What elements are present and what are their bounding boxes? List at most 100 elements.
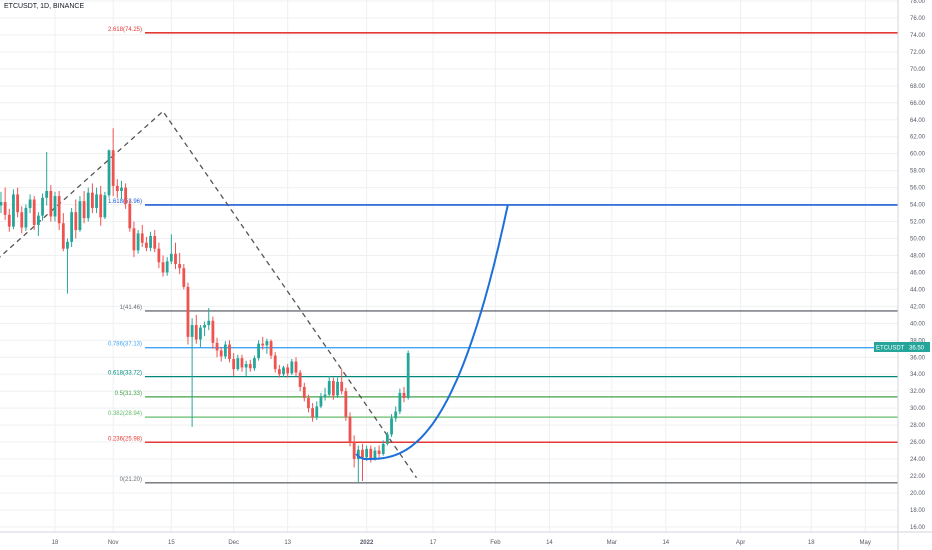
fib-level-label: 2.618(74.25)	[108, 27, 142, 33]
y-tick-label: 34.00	[910, 372, 926, 378]
candle-body	[7, 214, 11, 227]
y-tick-label: 40.00	[910, 321, 926, 327]
candle-body	[36, 215, 40, 225]
candle-body	[199, 327, 202, 340]
candle-body	[298, 372, 302, 387]
fib-level-label: 0(21.20)	[120, 477, 142, 483]
candle-body	[111, 150, 115, 186]
y-tick-label: 46.00	[910, 270, 926, 276]
price-tag-value-box	[906, 342, 930, 352]
y-tick-label: 70.00	[910, 67, 926, 73]
candle-body	[307, 397, 310, 409]
x-tick-label: Mar	[607, 540, 617, 546]
candle-body	[244, 364, 248, 368]
x-tick-label: 15	[168, 540, 175, 546]
candle-body	[41, 197, 44, 216]
candle-body	[90, 192, 94, 208]
candle-body	[20, 212, 24, 228]
candle-body	[99, 194, 103, 218]
x-tick-label: Apr	[736, 540, 745, 546]
candle-body	[294, 361, 298, 373]
candle-body	[86, 192, 90, 219]
candle-body	[161, 262, 165, 273]
time-axis[interactable]: 18 Nov 15 Dec 13 2022 17 Feb 14 Mar 14 Apr 18 May	[0, 531, 932, 546]
y-tick-label: 78.00	[910, 0, 926, 5]
x-tick-label: May	[860, 540, 871, 546]
candle-body	[186, 286, 190, 337]
plot-area	[0, 0, 898, 532]
candle-body	[386, 434, 389, 444]
candle-body	[140, 233, 144, 243]
candle-body	[12, 194, 15, 227]
candle-body	[61, 223, 65, 249]
price-axis[interactable]: 16.00 18.00 20.00 22.00 24.00 26.00 28.00 30.00…	[897, 0, 926, 550]
candle-body	[78, 201, 82, 231]
x-tick-label: 14	[546, 540, 553, 546]
y-tick-label: 74.00	[910, 33, 926, 39]
candle-body	[323, 394, 327, 397]
candle-body	[24, 207, 28, 228]
candle-body	[207, 320, 211, 326]
candle-body	[203, 325, 206, 328]
price-tag-symbol: ETCUSDT	[876, 346, 905, 352]
price-tag-value: 36.50	[909, 346, 925, 352]
candle-body	[311, 408, 315, 418]
candle-body	[365, 448, 369, 458]
y-tick-label: 62.00	[910, 135, 926, 141]
candle-body	[340, 381, 344, 392]
y-tick-label: 28.00	[910, 423, 926, 429]
candle-body	[253, 358, 256, 369]
fib-level-label: 0.236(25.98)	[108, 436, 142, 442]
y-tick-label: 24.00	[910, 457, 926, 463]
candle-body	[390, 418, 393, 435]
candle-body	[0, 202, 3, 206]
x-tick-label: 13	[284, 540, 291, 546]
candle-body	[369, 448, 373, 460]
candle-body	[211, 320, 215, 343]
x-tick-label: 18	[52, 540, 59, 546]
candle-body	[16, 194, 20, 213]
candle-body	[398, 392, 402, 412]
y-tick-label: 26.00	[910, 440, 926, 446]
x-tick-label: 2022	[360, 540, 374, 546]
y-tick-label: 66.00	[910, 101, 926, 107]
y-tick-label: 56.00	[910, 186, 926, 192]
candle-body	[352, 442, 356, 460]
projection-curve	[355, 204, 509, 461]
candle-body	[277, 369, 281, 375]
candle-body	[66, 241, 69, 249]
candle-body	[120, 187, 123, 192]
candle-body	[265, 341, 269, 346]
candle-body	[273, 355, 277, 370]
candle-body	[361, 449, 364, 458]
y-tick-label: 32.00	[910, 389, 926, 395]
y-tick-label: 44.00	[910, 287, 926, 293]
candle-body	[182, 268, 186, 287]
y-tick-label: 42.00	[910, 304, 926, 310]
candle-body	[136, 233, 140, 251]
candle-body	[377, 450, 381, 454]
candle-body	[32, 199, 36, 225]
x-tick-label: 18	[808, 540, 815, 546]
fibonacci-levels: 2.618(74.25)1.618(53.96)1(41.46)0.786(37…	[108, 27, 898, 484]
y-tick-label: 50.00	[910, 237, 926, 243]
candle-body	[45, 191, 49, 198]
y-tick-label: 16.00	[910, 525, 926, 531]
candle-body	[315, 406, 319, 418]
y-tick-label: 38.00	[910, 338, 926, 344]
candle-body	[336, 381, 339, 396]
fib-level-label: 0.5(31.33)	[115, 391, 142, 397]
candle-body	[124, 187, 128, 204]
candle-body	[157, 248, 161, 263]
x-tick-label: 14	[662, 540, 669, 546]
candle-body	[153, 235, 157, 249]
candle-body	[149, 235, 152, 248]
candle-body	[115, 185, 119, 192]
candle-body	[402, 392, 406, 398]
chart-title: ETCUSDT, 1D, BINANCE	[4, 3, 85, 10]
y-tick-label: 60.00	[910, 152, 926, 158]
y-tick-label: 64.00	[910, 118, 926, 124]
candle-body	[194, 325, 198, 340]
y-tick-label: 22.00	[910, 474, 926, 480]
